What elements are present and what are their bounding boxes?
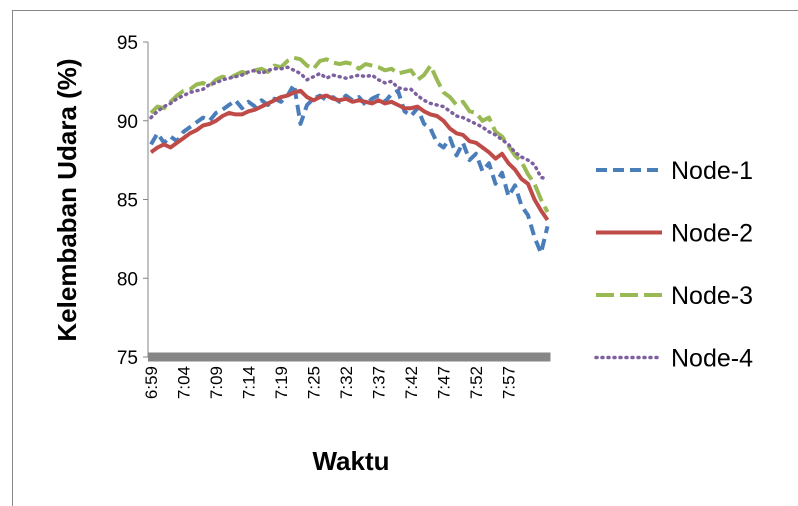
chart-border [12, 10, 798, 506]
legend-label: Node-4 [671, 345, 753, 373]
x-tick-label: 7:37 [370, 366, 389, 399]
x-tick-label: 6:59 [142, 366, 161, 399]
x-tick-label: 7:52 [467, 366, 486, 399]
series-line [149, 55, 550, 214]
x-tick-label: 7:57 [500, 366, 519, 399]
legend-label: Node-2 [671, 220, 753, 248]
x-tick-label: 7:25 [305, 366, 324, 399]
x-axis-title: Waktu [312, 446, 389, 476]
x-tick-label: 7:47 [435, 366, 454, 399]
series-line [149, 65, 550, 181]
x-tick-label: 7:19 [272, 366, 291, 399]
legend-label: Node-3 [671, 282, 753, 310]
x-tick-label: 7:04 [175, 366, 194, 399]
x-tick-label: 7:09 [207, 366, 226, 399]
y-axis-title: Kelembaban Udara (%) [52, 58, 82, 341]
series-line [149, 82, 550, 256]
y-tick-label: 95 [117, 33, 138, 54]
series-line [149, 88, 550, 222]
y-tick-label: 80 [117, 269, 138, 290]
y-tick-label: 75 [117, 348, 138, 369]
x-tick-label: 7:32 [337, 366, 356, 399]
y-tick-label: 90 [117, 112, 138, 133]
legend-label: Node-1 [671, 157, 753, 185]
y-tick-label: 85 [117, 191, 138, 212]
x-tick-label: 7:14 [240, 366, 259, 399]
x-tick-label: 7:42 [402, 366, 421, 399]
